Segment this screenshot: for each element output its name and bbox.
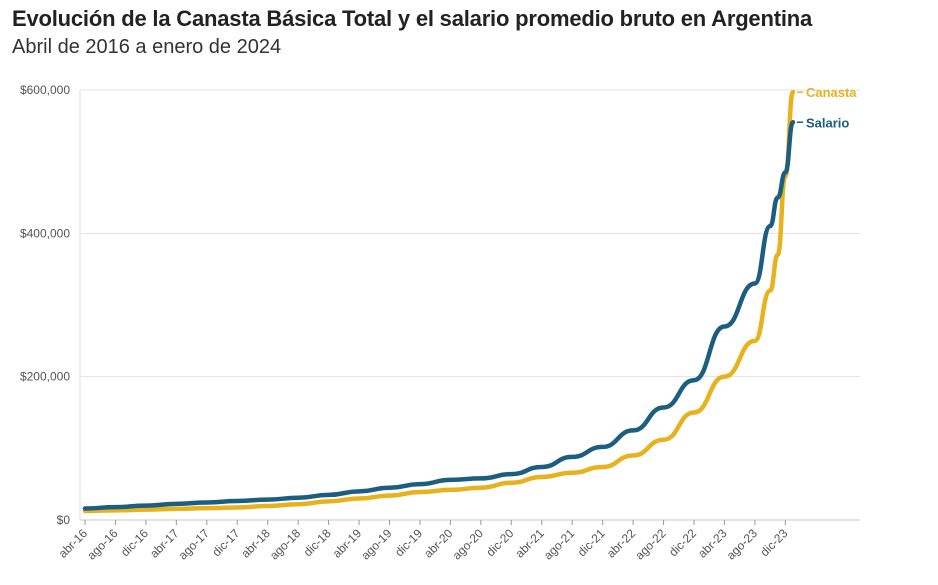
x-tick-label: abr-21 bbox=[512, 526, 547, 561]
x-tick-label: ago-16 bbox=[84, 526, 121, 563]
series-label-canasta: Canasta bbox=[806, 85, 857, 100]
x-tick-label: ago-20 bbox=[450, 526, 487, 563]
y-tick-label: $400,000 bbox=[20, 226, 70, 240]
x-tick-label: ago-17 bbox=[176, 526, 213, 563]
x-tick-label: ago-19 bbox=[358, 526, 395, 563]
y-tick-label: $600,000 bbox=[20, 83, 70, 97]
x-tick-label: dic-22 bbox=[666, 526, 699, 559]
x-tick-label: abr-18 bbox=[238, 526, 273, 561]
x-tick-label: dic-19 bbox=[392, 526, 425, 559]
x-tick-label: dic-17 bbox=[209, 526, 242, 559]
x-tick-label: abr-22 bbox=[604, 526, 639, 561]
chart-subtitle: Abril de 2016 a enero de 2024 bbox=[12, 36, 282, 58]
y-tick-label: $0 bbox=[57, 513, 71, 527]
x-tick-label: ago-23 bbox=[724, 526, 761, 563]
x-tick-label: abr-17 bbox=[147, 526, 182, 561]
x-tick-label: abr-23 bbox=[695, 526, 730, 561]
x-tick-label: abr-19 bbox=[330, 526, 365, 561]
x-tick-label: dic-23 bbox=[757, 526, 790, 559]
series-line-canasta bbox=[82, 89, 796, 514]
x-tick-label: ago-18 bbox=[267, 526, 304, 563]
series-line-salario bbox=[82, 120, 796, 511]
x-tick-label: ago-22 bbox=[632, 526, 669, 563]
x-tick-label: abr-16 bbox=[56, 526, 91, 561]
x-tick-label: ago-21 bbox=[541, 526, 578, 563]
x-tick-label: dic-20 bbox=[483, 526, 516, 559]
series-label-salario: Salario bbox=[806, 115, 849, 130]
x-tick-label: abr-20 bbox=[421, 526, 456, 561]
x-tick-label: dic-16 bbox=[118, 526, 151, 559]
chart-title: Evolución de la Canasta Básica Total y e… bbox=[12, 6, 813, 31]
x-tick-label: dic-21 bbox=[575, 526, 608, 559]
x-tick-label: dic-18 bbox=[301, 526, 334, 559]
y-tick-label: $200,000 bbox=[20, 370, 70, 384]
